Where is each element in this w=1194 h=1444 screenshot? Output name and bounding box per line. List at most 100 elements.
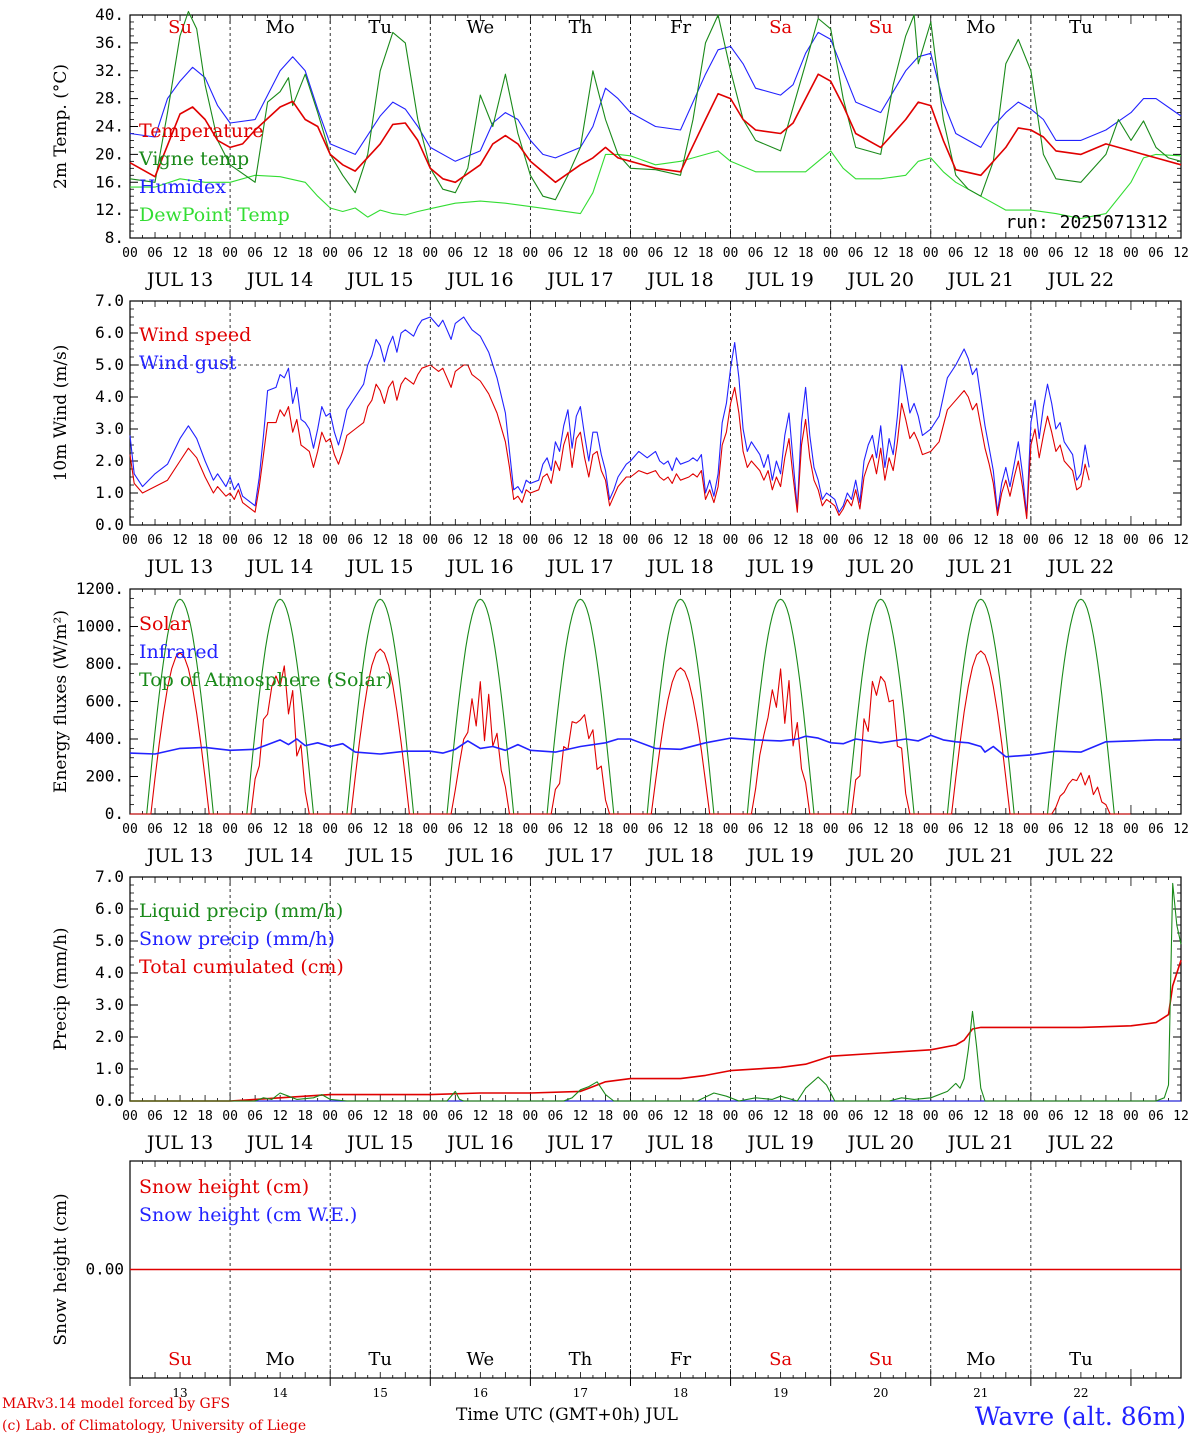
date-label: JUL 19 [745, 269, 813, 291]
y-tick-label: 0.00 [85, 1260, 124, 1279]
y-tick-label: 24. [95, 117, 124, 136]
hour-tick-label: 06 [1048, 533, 1064, 548]
y-tick-label: 1000. [76, 617, 124, 636]
hour-tick-label: 06 [347, 533, 363, 548]
hour-tick-label: 00 [523, 246, 539, 261]
hour-tick-label: 06 [848, 1109, 864, 1124]
hour-tick-label: 18 [297, 533, 313, 548]
hour-tick-label: 12 [473, 1109, 489, 1124]
legend-entry: Wind speed [139, 324, 251, 346]
hour-tick-label: 06 [1048, 822, 1064, 837]
day-number: 15 [373, 1386, 388, 1400]
y-tick-label: 7.0 [95, 867, 124, 886]
hour-tick-label: 06 [548, 246, 564, 261]
date-label: JUL 17 [545, 556, 613, 578]
hour-tick-label: 00 [1023, 246, 1039, 261]
hour-tick-label: 06 [1148, 822, 1164, 837]
date-label: JUL 19 [745, 556, 813, 578]
hour-tick-label: 18 [798, 533, 814, 548]
hour-tick-label: 18 [297, 246, 313, 261]
date-label: JUL 14 [245, 269, 313, 291]
hour-tick-label: 06 [748, 533, 764, 548]
hour-tick-label: 00 [322, 822, 338, 837]
weekday-labels-bottom: Su 13 Mo 14 Tu 15 We 16 Th 17 Fr 18 Sa 19 Su 20 Mo 21 Tu 22 [129, 1349, 1132, 1400]
hour-tick-label: 06 [548, 822, 564, 837]
hour-tick-label: 18 [1098, 822, 1114, 837]
hour-tick-label: 00 [1123, 533, 1139, 548]
series-line-solar [130, 648, 1131, 815]
hour-tick-label: 00 [322, 533, 338, 548]
y-tick-label: 0. [105, 804, 124, 823]
date-label: JUL 15 [345, 845, 413, 867]
hour-tick-label: 06 [247, 533, 263, 548]
hour-tick-label: 00 [623, 246, 639, 261]
legend-entry: Wind gust [139, 352, 237, 374]
date-label: JUL 18 [645, 556, 713, 578]
hour-tick-label: 06 [948, 1109, 964, 1124]
legend-entry: Solar [139, 613, 191, 635]
hour-tick-label: 06 [548, 1109, 564, 1124]
y-tick-label: 20. [95, 144, 124, 163]
hour-tick-label: 00 [923, 822, 939, 837]
time-labels: 00 06 12 18 00 06 12 18 00 06 12 18 00 06 12 18 00 06 12 18… [122, 246, 1189, 291]
legend-entry: Liquid precip (mm/h) [139, 900, 343, 922]
hour-tick-label: 12 [873, 533, 889, 548]
hour-tick-label: 00 [723, 246, 739, 261]
date-label: JUL 18 [645, 845, 713, 867]
hour-tick-label: 18 [297, 822, 313, 837]
series-line-total-cumulated-cm- [130, 959, 1182, 1102]
legend-entry: Humidex [139, 176, 226, 198]
hour-tick-label: 00 [823, 1109, 839, 1124]
hour-tick-label: 18 [397, 533, 413, 548]
y-axis-label: 2m Temp. (°C) [51, 64, 71, 189]
hour-tick-label: 18 [698, 533, 714, 548]
station-label: Wavre (alt. 86m) [974, 1402, 1186, 1431]
hour-tick-label: 06 [948, 246, 964, 261]
hour-tick-label: 18 [898, 1109, 914, 1124]
series-line-infrared [129, 734, 1181, 758]
model-credit: MARv3.14 model forced by GFS [2, 1396, 231, 1412]
hour-tick-label: 18 [598, 822, 614, 837]
hour-tick-label: 18 [598, 246, 614, 261]
hour-tick-label: 00 [923, 533, 939, 548]
hour-tick-label: 12 [1173, 1109, 1189, 1124]
legend: Solar Infrared Top of Atmosphere (Solar) [139, 613, 392, 691]
hour-tick-label: 12 [773, 533, 789, 548]
weekday-label: Tu [368, 17, 392, 38]
legend: Wind speed Wind gust [139, 324, 251, 374]
hour-tick-label: 00 [1123, 1109, 1139, 1124]
hour-tick-label: 00 [422, 822, 438, 837]
hour-tick-label: 06 [247, 1109, 263, 1124]
hour-tick-label: 06 [648, 822, 664, 837]
hour-tick-label: 06 [147, 822, 163, 837]
y-tick-label: 4.0 [95, 387, 124, 406]
hour-tick-label: 18 [197, 1109, 213, 1124]
hour-tick-label: 00 [1123, 822, 1139, 837]
date-label: JUL 16 [445, 845, 513, 867]
hour-tick-label: 06 [247, 822, 263, 837]
hour-tick-label: 18 [197, 246, 213, 261]
hour-tick-label: 12 [873, 246, 889, 261]
hour-tick-label: 18 [798, 1109, 814, 1124]
weekday-label: Tu [1069, 17, 1093, 38]
hour-tick-label: 18 [1098, 246, 1114, 261]
day-number: 17 [573, 1386, 588, 1400]
panel-wind: 0.0 1.0 2.0 3.0 4.0 5.0 6.0 7.0 10m Wind (m/s) [51, 291, 1182, 534]
date-label: JUL 20 [845, 845, 913, 867]
date-label: JUL 13 [145, 845, 213, 867]
hour-tick-label: 12 [773, 822, 789, 837]
hour-tick-label: 18 [397, 822, 413, 837]
weekday-label: Su [869, 17, 893, 38]
hour-tick-label: 06 [347, 1109, 363, 1124]
y-tick-label: 6.0 [95, 899, 124, 918]
hour-tick-label: 06 [447, 1109, 463, 1124]
hour-tick-label: 00 [523, 822, 539, 837]
hour-tick-label: 12 [1173, 822, 1189, 837]
weekday-label: Tu [1069, 1349, 1093, 1370]
hour-tick-label: 18 [998, 1109, 1014, 1124]
y-tick-label: 6.0 [95, 323, 124, 342]
hour-tick-label: 00 [723, 822, 739, 837]
day-number: 13 [172, 1386, 187, 1400]
hour-tick-label: 18 [598, 1109, 614, 1124]
